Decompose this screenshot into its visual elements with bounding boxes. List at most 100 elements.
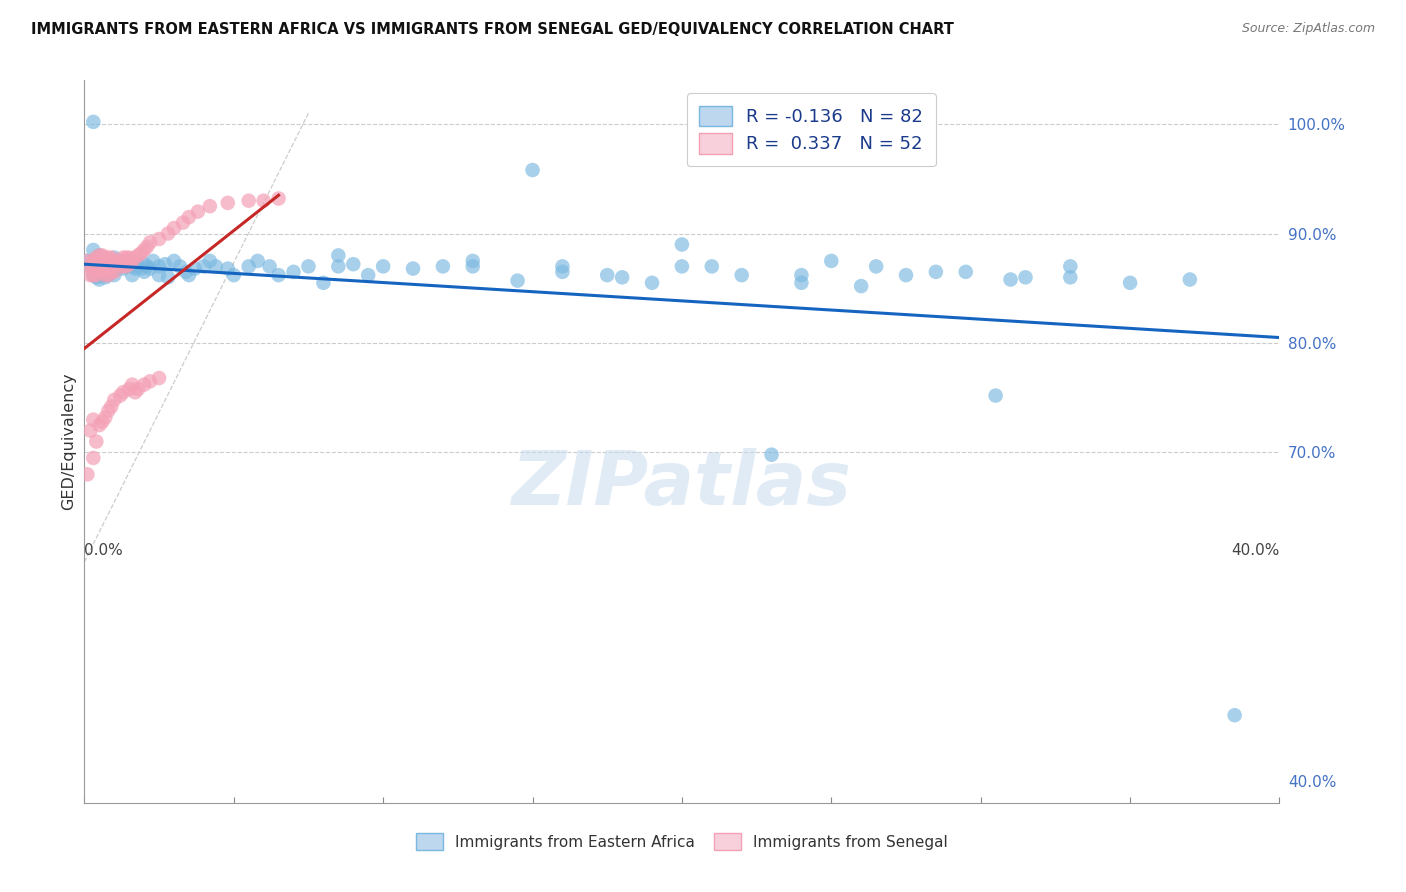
Point [82,260,104,274]
Point [118,382,141,396]
Point [89,260,111,274]
Point [97,251,120,265]
Point [148,268,170,282]
Point [76,253,98,268]
Point [1223,708,1246,723]
Point [118,253,141,268]
Point [127,248,149,262]
Point [79,260,101,274]
Point [94,268,117,282]
Point [91,253,114,268]
Point [157,270,180,285]
Point [506,274,529,288]
Point [1000,272,1022,286]
Point [118,257,141,271]
Point [110,388,132,402]
Point [86,251,108,265]
Text: IMMIGRANTS FROM EASTERN AFRICA VS IMMIGRANTS FROM SENEGAL GED/EQUIVALENCY CORREL: IMMIGRANTS FROM EASTERN AFRICA VS IMMIGR… [31,22,953,37]
Point [1059,260,1081,274]
Point [671,260,693,274]
Point [267,192,290,206]
Point [94,410,117,425]
Point [82,115,104,129]
Point [112,251,135,265]
Point [357,268,380,282]
Point [86,260,108,274]
Point [94,260,117,274]
Point [118,251,141,265]
Point [76,253,98,268]
Point [89,272,111,286]
Point [187,204,209,219]
Point [461,260,484,274]
Point [100,260,122,274]
Point [103,260,125,274]
Legend: Immigrants from Eastern Africa, Immigrants from Senegal: Immigrants from Eastern Africa, Immigran… [409,827,955,856]
Point [955,265,977,279]
Point [89,418,111,433]
Point [91,248,114,262]
Point [86,260,108,274]
Point [402,261,425,276]
Point [297,260,319,274]
Point [86,270,108,285]
Point [127,382,149,396]
Point [177,210,200,224]
Point [1059,270,1081,285]
Point [222,268,245,282]
Point [124,251,146,265]
Point [91,265,114,279]
Point [100,257,122,271]
Point [110,253,132,268]
Point [89,268,111,282]
Point [136,260,159,274]
Point [86,434,108,449]
Point [94,253,117,268]
Point [103,392,125,407]
Point [246,253,269,268]
Point [89,265,111,279]
Point [312,276,335,290]
Point [105,261,128,276]
Point [142,253,165,268]
Point [551,260,574,274]
Point [97,253,120,268]
Point [100,265,122,279]
Point [177,268,200,282]
Point [82,268,104,282]
Point [94,270,117,285]
Point [103,260,125,274]
Point [373,260,395,274]
Point [328,260,350,274]
Point [94,260,117,274]
Point [89,265,111,279]
Point [174,265,197,279]
Point [82,253,104,268]
Text: 40.0%: 40.0% [1232,542,1279,558]
Point [596,268,619,282]
Point [193,260,215,274]
Point [139,235,162,250]
Point [432,260,454,274]
Point [163,221,186,235]
Point [238,194,260,208]
Point [97,260,120,274]
Point [198,253,221,268]
Point [82,450,104,465]
Point [82,268,104,282]
Text: 0.0%: 0.0% [84,542,124,558]
Point [139,374,162,388]
Point [612,270,634,285]
Point [115,260,138,274]
Point [217,195,239,210]
Point [148,232,170,246]
Point [86,268,108,282]
Point [342,257,364,271]
Point [461,253,484,268]
Point [112,260,135,274]
Point [79,260,101,274]
Text: Source: ZipAtlas.com: Source: ZipAtlas.com [1241,22,1375,36]
Point [103,251,125,265]
Point [820,253,842,268]
Point [132,243,156,257]
